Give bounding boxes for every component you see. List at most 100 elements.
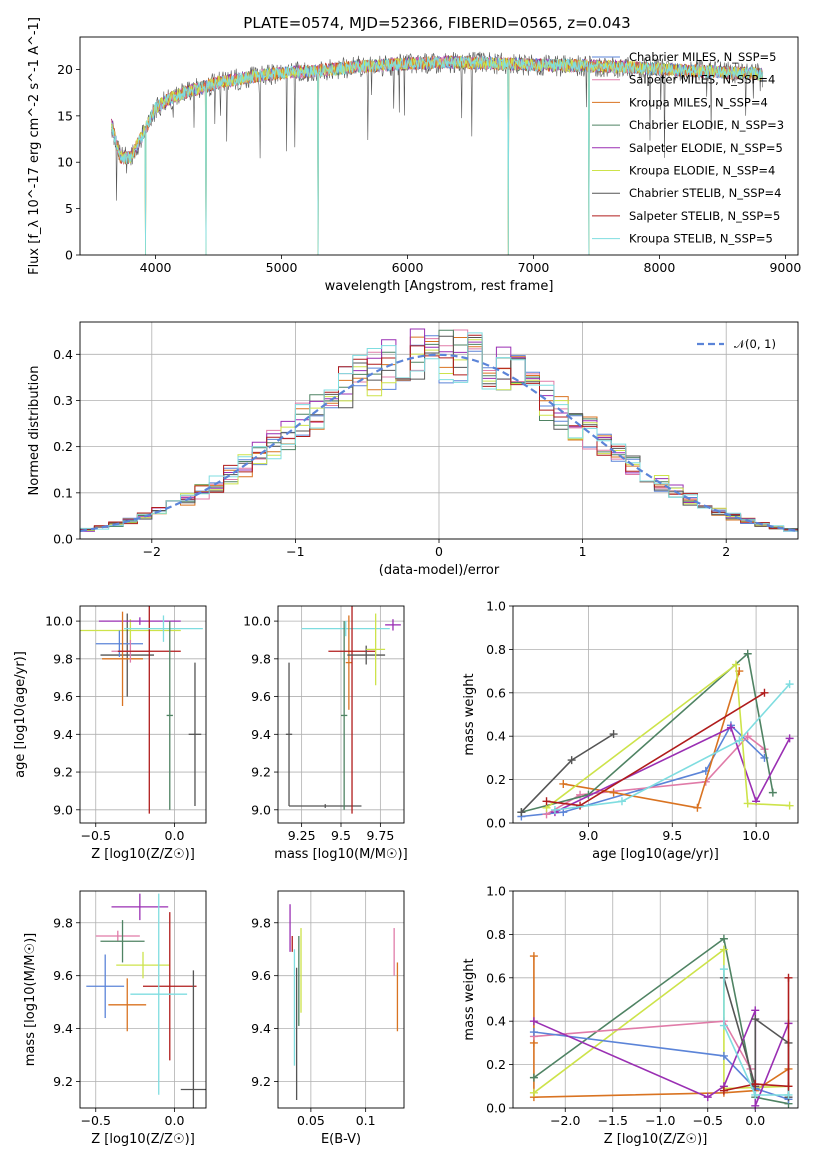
- data-point-marker: [735, 736, 744, 745]
- data-point-marker: [726, 723, 735, 732]
- data-point-marker: [719, 1021, 728, 1030]
- y-axis-label: Normed distribution: [27, 366, 42, 496]
- plot-frame: [512, 890, 799, 1109]
- y-tick-label: 0.4: [486, 1014, 506, 1029]
- x-tick-label: 10.0: [742, 828, 770, 843]
- plot-frame: [79, 605, 207, 824]
- mass-weight-series-line: [563, 670, 741, 809]
- y-tick-label: 0.3: [53, 393, 73, 408]
- legend-entry: Kroupa ELODIE, N_SSP=4: [629, 164, 775, 178]
- x-tick-label: −1.5: [598, 1113, 628, 1128]
- x-axis-label: Z [log10(Z/Z☉)]: [91, 847, 195, 862]
- x-tick-label: 1: [579, 544, 587, 559]
- y-tick-label: 10.0: [45, 614, 73, 629]
- data-point-marker: [703, 1093, 712, 1102]
- legend-entry: 𝒩(0, 1): [734, 337, 776, 351]
- y-tick-label: 9.2: [251, 1074, 271, 1089]
- x-tick-label: 0.0: [745, 1113, 765, 1128]
- data-point-marker: [751, 1006, 760, 1015]
- data-point-marker: [529, 1073, 538, 1082]
- y-tick-label: 0.8: [486, 642, 506, 657]
- y-tick-label: 9.4: [53, 1021, 73, 1036]
- legend-entry: Chabrier STELIB, N_SSP=4: [629, 186, 781, 200]
- data-point-marker: [784, 1090, 793, 1099]
- plot-frame: [277, 605, 405, 824]
- y-tick-label: 20: [57, 62, 73, 77]
- data-point-marker: [751, 1080, 760, 1089]
- spectrum-series-line: [111, 55, 764, 255]
- y-tick-label: 9.0: [251, 802, 271, 817]
- data-point-marker: [751, 1090, 760, 1099]
- y-tick-label: 9.6: [53, 968, 73, 983]
- data-point-marker: [609, 788, 618, 797]
- y-tick-label: 9.8: [251, 915, 271, 930]
- data-point-marker: [743, 799, 752, 808]
- y-tick-label: 10.0: [243, 614, 271, 629]
- data-point-marker: [529, 1088, 538, 1097]
- data-point-marker: [743, 732, 752, 741]
- y-tick-label: 0.1: [53, 485, 73, 500]
- y-tick-label: 9.4: [251, 1021, 271, 1036]
- x-tick-label: 9.75: [366, 828, 394, 843]
- mass-weight-series-line: [533, 1031, 789, 1101]
- y-axis-label: age [log10(age/yr)]: [13, 651, 28, 778]
- x-tick-label: −0.5: [81, 828, 111, 843]
- data-point-marker: [719, 965, 728, 974]
- x-tick-label: 6000: [392, 260, 424, 275]
- y-tick-label: 0.0: [53, 532, 73, 547]
- data-point-marker: [609, 730, 618, 739]
- age-vs-metallicity-panel: −0.5 0.0 9.0 9.2 9.4 9.6 9.8 10.0 Z [log10(Z/Z☉)…: [13, 605, 207, 862]
- x-axis-label: E(B-V): [321, 1132, 361, 1147]
- y-tick-label: 0.0: [486, 816, 506, 831]
- x-tick-label: 9.5: [662, 828, 682, 843]
- legend-entry: Salpeter MILES, N_SSP=4: [629, 73, 775, 87]
- x-axis-label: Z [log10(Z/Z☉)]: [604, 1132, 708, 1147]
- y-tick-label: 9.4: [251, 727, 271, 742]
- x-tick-label: −1.0: [645, 1113, 675, 1128]
- plot-frame: [79, 321, 799, 540]
- legend-entry: Chabrier ELODIE, N_SSP=3: [629, 118, 784, 132]
- data-point-marker: [517, 808, 526, 817]
- y-axis-label: mass [log10(M/M☉)]: [23, 933, 38, 1066]
- x-tick-label: 0.0: [165, 828, 185, 843]
- y-tick-label: 9.8: [53, 915, 73, 930]
- mass-weight-series-line: [723, 977, 790, 1092]
- plot-frame: [79, 890, 207, 1109]
- legend-entry: Salpeter ELODIE, N_SSP=5: [629, 141, 783, 155]
- data-point-marker: [751, 1101, 760, 1110]
- y-tick-label: 9.2: [53, 1074, 73, 1089]
- data-point-marker: [567, 756, 576, 765]
- mass-weight-series-line: [554, 683, 791, 811]
- data-point-marker: [550, 805, 559, 814]
- x-axis-label: (data-model)/error: [379, 563, 500, 578]
- y-axis-label: Flux [f_λ 10^-17 erg cm^-2 s^-1 A^-1]: [27, 17, 42, 275]
- x-tick-label: 0.1: [356, 1113, 376, 1128]
- age-vs-mass-panel: 9.25 9.5 9.75 9.0 9.2 9.4 9.6 9.8 10.0 mass [log1…: [243, 605, 408, 862]
- mass-weight-series-line: [546, 663, 790, 809]
- data-point-marker: [617, 797, 626, 806]
- y-tick-label: 9.4: [53, 727, 73, 742]
- y-tick-label: 9.8: [53, 651, 73, 666]
- plot-frame: [512, 605, 799, 824]
- x-tick-label: 7000: [518, 260, 550, 275]
- mass-weight-series-line: [546, 692, 765, 807]
- x-tick-label: 9000: [769, 260, 801, 275]
- data-point-marker: [529, 952, 538, 961]
- mass-weight-series-line: [554, 726, 791, 813]
- legend-entry: Salpeter STELIB, N_SSP=5: [629, 209, 780, 223]
- data-point-marker: [751, 1015, 760, 1024]
- data-point-marker: [760, 688, 769, 697]
- y-tick-label: 9.6: [251, 968, 271, 983]
- x-tick-label: 8000: [644, 260, 676, 275]
- y-axis-label: mass weight: [462, 958, 477, 1040]
- data-point-marker: [559, 779, 568, 788]
- x-tick-label: −2.0: [550, 1113, 580, 1128]
- data-point-marker: [529, 1028, 538, 1037]
- data-point-marker: [719, 945, 728, 954]
- x-tick-label: 0: [435, 544, 443, 559]
- y-tick-label: 0: [65, 248, 73, 263]
- y-tick-label: 9.2: [251, 765, 271, 780]
- y-tick-label: 0.2: [486, 1057, 506, 1072]
- plot-frame: [277, 890, 405, 1109]
